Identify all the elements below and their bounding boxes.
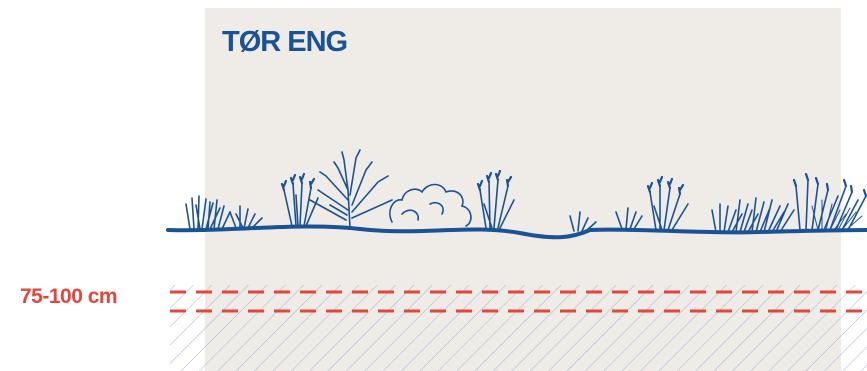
panel-title: TØR ENG: [222, 26, 348, 58]
grass-tuft-icon: [569, 211, 597, 232]
soil-hatching: [170, 285, 867, 371]
flowering-grass-icon: [646, 175, 689, 231]
grass-tuft-icon: [711, 197, 795, 233]
ground-line: [166, 224, 867, 240]
vegetation: [185, 149, 867, 233]
grass-tuft-icon: [615, 207, 643, 230]
grass-tuft-icon: [229, 205, 263, 229]
flowering-grass-icon: [476, 169, 515, 229]
bare-shrub-icon: [309, 149, 393, 229]
curly-shrub-icon: [389, 183, 472, 227]
grass-tuft-icon: [811, 199, 863, 231]
flowering-grass-icon: [280, 172, 319, 227]
depth-label: 75-100 cm: [20, 285, 118, 308]
flowering-grass-icon: [792, 172, 867, 231]
grass-tuft-icon: [185, 195, 231, 230]
